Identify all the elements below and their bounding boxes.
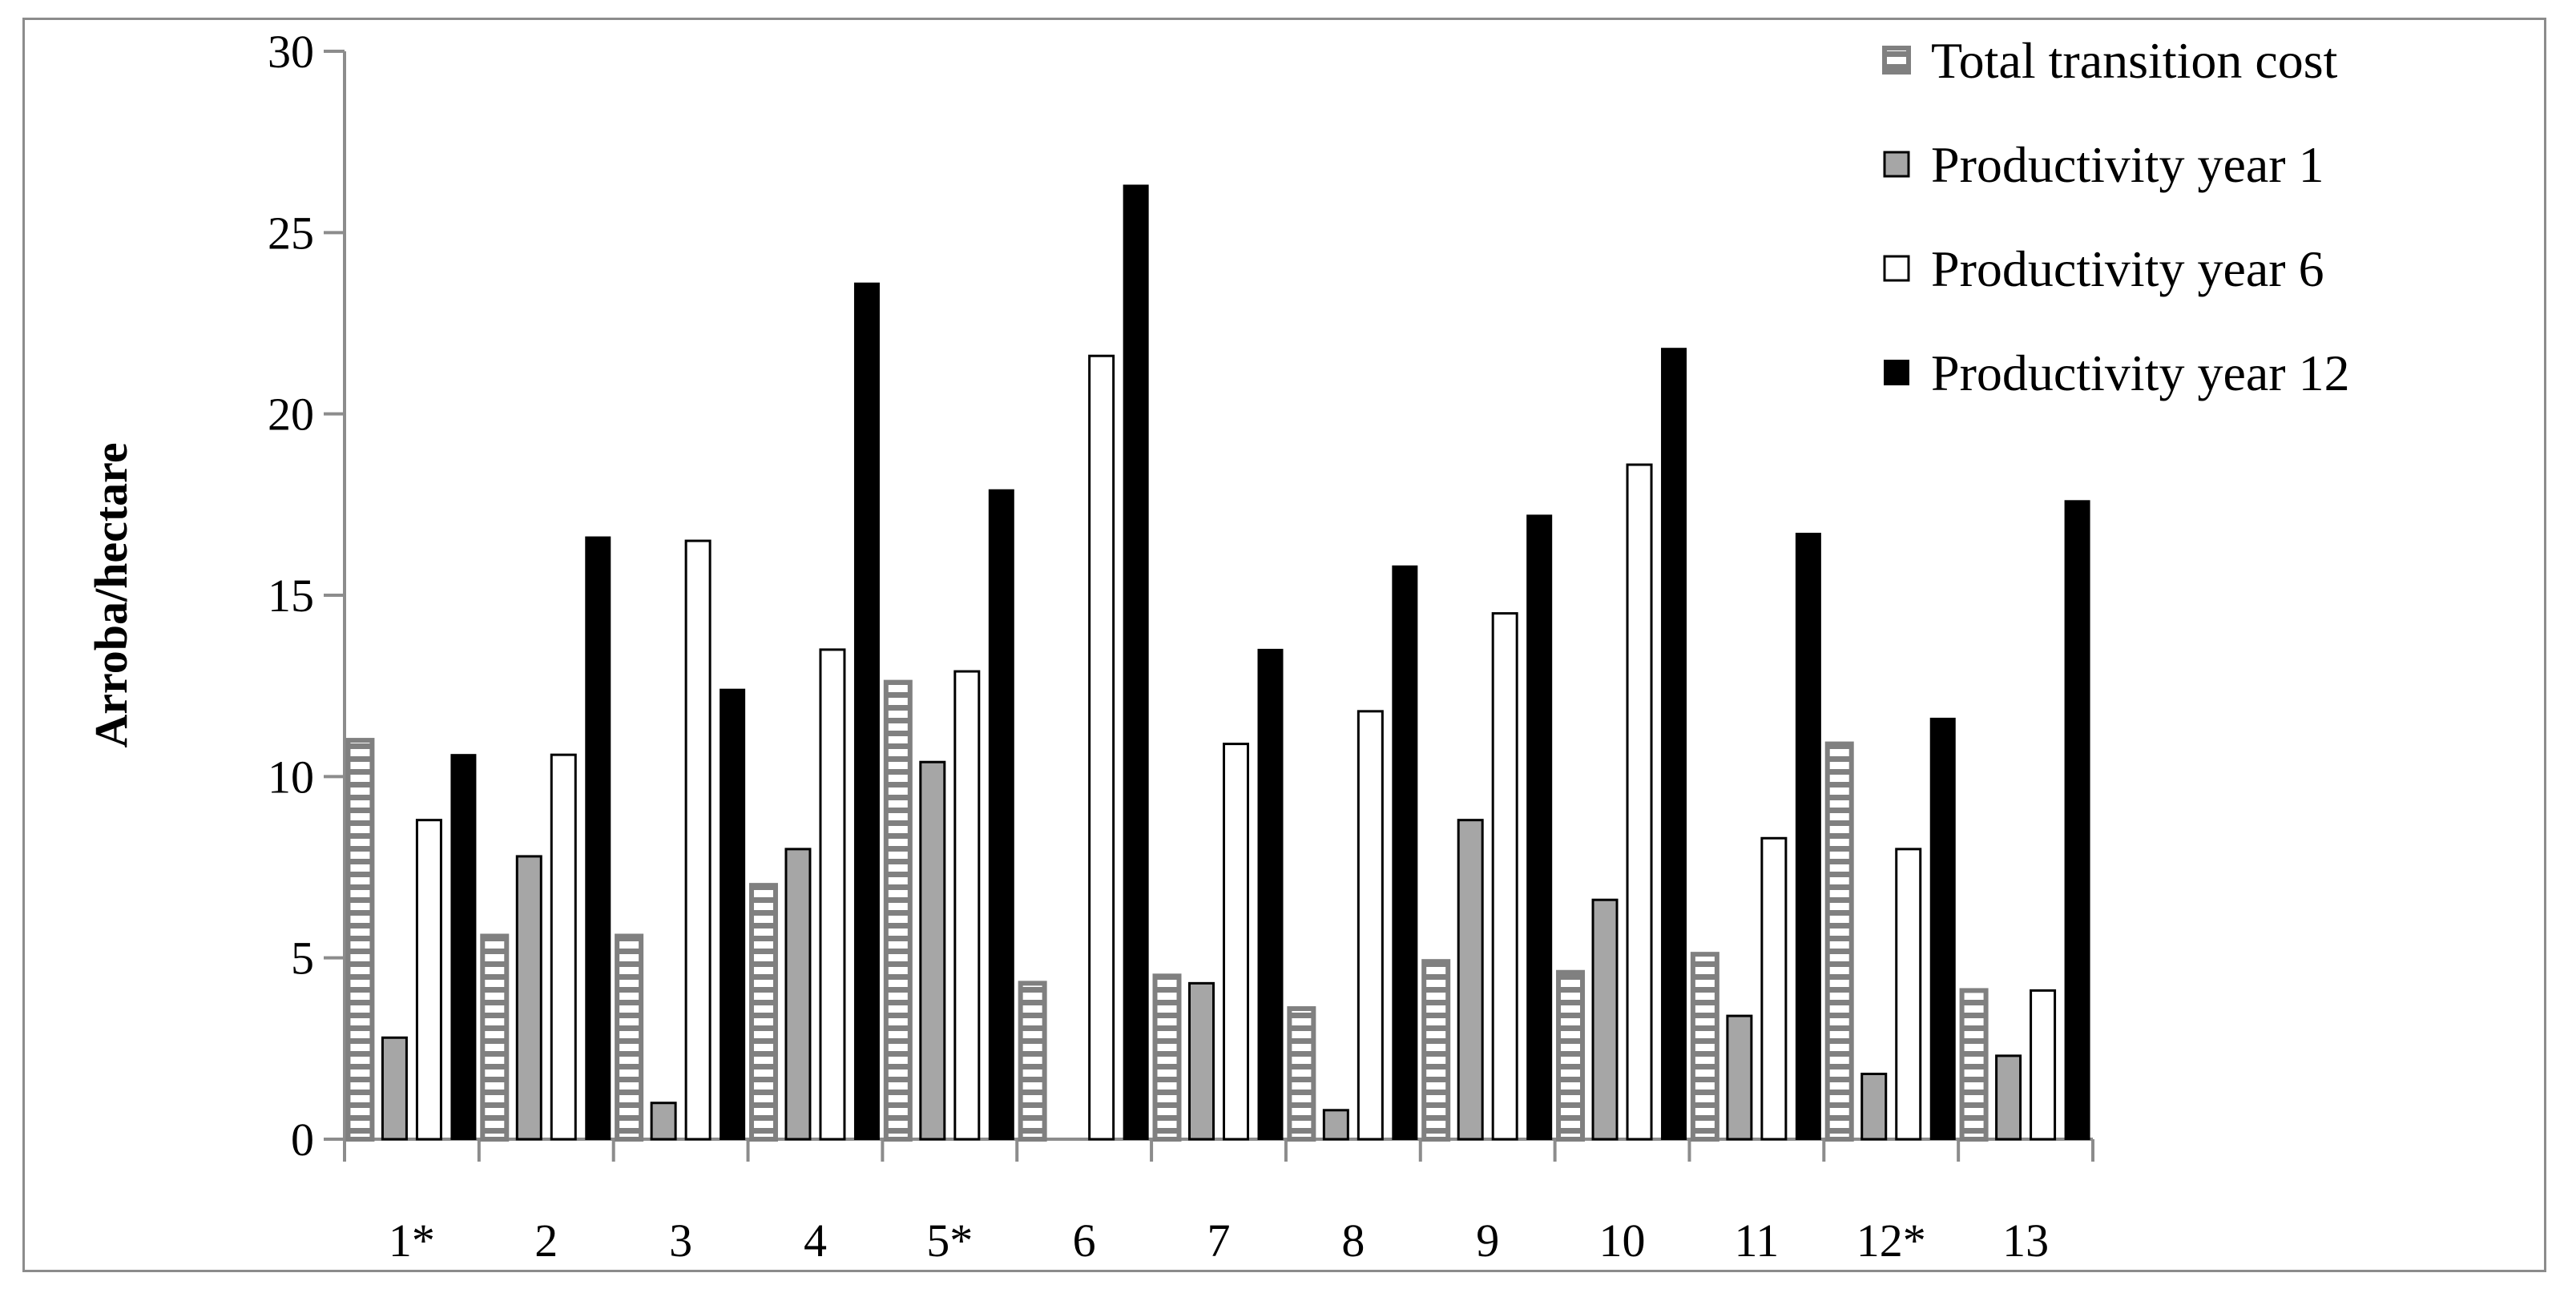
bar-hatched-7 — [1152, 973, 1182, 1142]
bar-gray-1 — [381, 1036, 408, 1141]
bar-hatched-13 — [1959, 988, 1989, 1142]
x-tick-label: 10 — [1599, 1214, 1646, 1267]
x-tick-label: 8 — [1341, 1214, 1365, 1267]
legend-label: Productivity year 12 — [1931, 344, 2350, 401]
x-tick-label: 7 — [1207, 1214, 1231, 1267]
x-tick-label: 9 — [1476, 1214, 1499, 1267]
legend-swatch-hatched — [1882, 46, 1911, 75]
y-tick-label: 30 — [268, 26, 314, 78]
bar-white-1 — [415, 819, 442, 1141]
chart-frame — [22, 18, 2546, 1272]
x-tick-label: 2 — [534, 1214, 558, 1267]
y-tick-label: 25 — [268, 207, 314, 259]
x-tick-label: 11 — [1734, 1214, 1779, 1267]
bar-black-9 — [1526, 514, 1553, 1140]
bar-hatched-3 — [615, 933, 644, 1142]
bar-gray-10 — [1591, 898, 1619, 1141]
bar-black-4 — [853, 282, 880, 1140]
y-axis-label: Arroba/hectare — [85, 442, 137, 747]
bar-white-13 — [2030, 989, 2057, 1141]
bar-white-11 — [1760, 836, 1788, 1141]
bar-gray-8 — [1322, 1109, 1349, 1141]
x-tick-label: 13 — [2002, 1214, 2049, 1267]
bar-hatched-4 — [748, 883, 778, 1142]
bar-gray-12 — [1860, 1073, 1888, 1141]
x-tick-label: 6 — [1073, 1214, 1096, 1267]
bar-gray-5 — [919, 760, 946, 1141]
x-tick-label: 4 — [804, 1214, 827, 1267]
bar-gray-3 — [650, 1102, 677, 1141]
bar-hatched-2 — [480, 933, 510, 1142]
y-tick-label: 20 — [268, 389, 314, 441]
bar-hatched-5 — [883, 679, 913, 1142]
bar-hatched-1 — [345, 738, 375, 1142]
bar-black-12 — [1929, 717, 1956, 1140]
bar-hatched-12 — [1824, 741, 1854, 1142]
bar-hatched-6 — [1018, 981, 1047, 1142]
bar-black-11 — [1795, 533, 1821, 1140]
bar-gray-4 — [784, 848, 812, 1141]
bar-black-2 — [585, 536, 611, 1140]
bar-black-10 — [1661, 348, 1687, 1141]
legend-swatch-gray — [1883, 151, 1910, 178]
x-tick-label: 12* — [1856, 1214, 1926, 1267]
bar-gray-7 — [1188, 981, 1215, 1141]
legend-label: Total transition cost — [1931, 32, 2338, 89]
bar-hatched-11 — [1690, 952, 1719, 1142]
bar-hatched-8 — [1287, 1006, 1316, 1142]
bar-white-10 — [1626, 463, 1653, 1141]
bar-hatched-9 — [1421, 959, 1451, 1142]
bar-gray-13 — [1995, 1054, 2022, 1141]
bar-white-9 — [1491, 612, 1518, 1141]
bar-white-2 — [550, 753, 577, 1141]
bar-black-3 — [720, 688, 746, 1140]
legend-swatch-white — [1883, 255, 1910, 282]
legend-label: Productivity year 1 — [1931, 136, 2324, 193]
bar-black-13 — [2064, 500, 2090, 1140]
bar-black-5 — [988, 489, 1014, 1140]
bar-black-6 — [1123, 184, 1149, 1140]
bar-gray-11 — [1726, 1014, 1753, 1141]
bar-white-6 — [1088, 354, 1115, 1141]
x-tick-label: 3 — [669, 1214, 692, 1267]
bar-black-7 — [1257, 648, 1284, 1140]
y-tick-label: 0 — [291, 1114, 314, 1166]
bar-black-8 — [1392, 565, 1418, 1140]
bar-white-12 — [1895, 848, 1922, 1141]
bar-white-3 — [684, 539, 712, 1141]
legend-swatch-black — [1884, 360, 1909, 385]
bar-white-8 — [1357, 710, 1384, 1141]
x-tick-label: 1* — [389, 1214, 435, 1267]
y-tick-label: 15 — [268, 570, 314, 622]
bar-black-1 — [450, 754, 477, 1140]
legend-label: Productivity year 6 — [1931, 240, 2324, 297]
bar-white-7 — [1223, 743, 1249, 1141]
bar-white-5 — [953, 670, 981, 1141]
x-tick-label: 5* — [926, 1214, 973, 1267]
bar-gray-2 — [515, 855, 542, 1141]
y-tick-label: 10 — [268, 751, 314, 803]
bar-hatched-10 — [1556, 969, 1586, 1142]
bar-white-4 — [819, 648, 846, 1141]
bar-gray-9 — [1457, 819, 1484, 1141]
y-tick-label: 5 — [291, 933, 314, 985]
